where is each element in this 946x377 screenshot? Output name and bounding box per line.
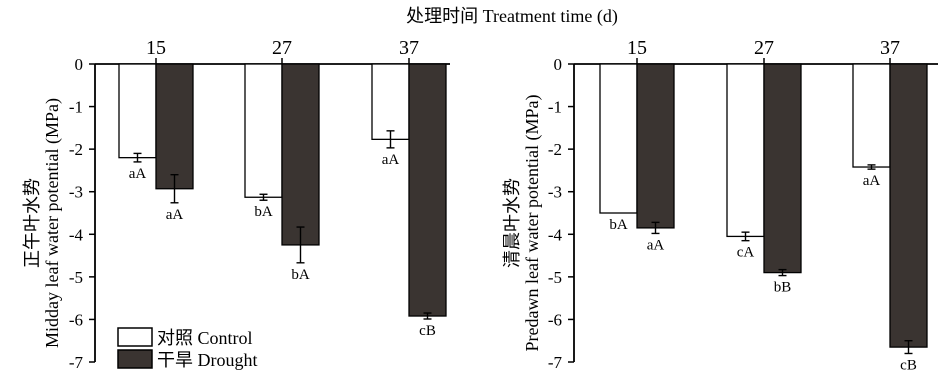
y-tick-label: -4 <box>69 225 84 244</box>
significance-label: cB <box>900 357 917 373</box>
x-tick-label: 15 <box>627 37 647 59</box>
y-axis-title-en: Midday leaf water potential (MPa) <box>42 98 63 348</box>
significance-label: aA <box>382 152 400 168</box>
panel-predawn: 0 -1 -2 -3 -4 -5 -6 -7 清晨叶水势 Predawn leaf water p… <box>502 37 938 373</box>
bar <box>599 63 638 214</box>
legend-swatch <box>117 327 153 347</box>
bar <box>636 63 675 229</box>
y-tick-label: -5 <box>69 268 83 287</box>
significance-label: bA <box>291 267 310 283</box>
bar <box>726 63 765 238</box>
y-tick-label: -6 <box>69 310 83 329</box>
bar <box>852 63 891 168</box>
y-tick-label: 0 <box>75 55 84 74</box>
y-axis-title-cn: 正午叶水势 <box>22 178 42 268</box>
y-tick-label: -3 <box>69 183 83 202</box>
y-tick-label: -5 <box>548 268 562 287</box>
bar <box>889 63 928 348</box>
y-tick-label: -3 <box>548 183 562 202</box>
significance-label: bA <box>254 204 273 220</box>
y-tick-label: -7 <box>69 353 84 372</box>
chart-title: 处理时间 Treatment time (d) <box>406 6 618 27</box>
y-tick-label: -2 <box>69 140 83 159</box>
panel-midday: 0 -1 -2 -3 -4 -5 -6 -7 正午叶水势 Midday leaf water po… <box>22 37 450 372</box>
bar <box>155 63 194 190</box>
y-tick-label: -4 <box>548 225 563 244</box>
significance-label: aA <box>863 173 881 189</box>
significance-label: bA <box>609 217 628 233</box>
y-tick-label: -7 <box>548 353 563 372</box>
y-axis-title-en: Predawn leaf water potential (MPa) <box>522 95 543 352</box>
bar <box>371 63 410 141</box>
bar <box>281 63 320 246</box>
y-tick-label: 0 <box>554 55 563 74</box>
significance-label: aA <box>166 207 184 223</box>
significance-label: bB <box>774 280 792 296</box>
significance-label: cB <box>419 323 436 339</box>
x-tick-label: 27 <box>754 37 774 59</box>
significance-label: cA <box>737 245 755 261</box>
significance-label: aA <box>129 166 147 182</box>
y-tick-label: -1 <box>69 98 83 117</box>
legend-swatch <box>117 349 153 369</box>
legend-label: 干旱 Drought <box>157 350 258 370</box>
bar <box>244 63 283 198</box>
x-tick-label: 37 <box>399 37 419 59</box>
x-tick-label: 37 <box>880 37 900 59</box>
bar <box>408 63 447 317</box>
bar <box>763 63 802 274</box>
legend-label: 对照 Control <box>157 328 253 348</box>
x-tick-label: 27 <box>272 37 292 59</box>
bar <box>118 63 157 159</box>
y-tick-label: -6 <box>548 310 562 329</box>
x-tick-label: 15 <box>146 37 166 59</box>
significance-label: aA <box>647 237 665 253</box>
y-axis-title-cn: 清晨叶水势 <box>502 178 522 268</box>
y-tick-label: -1 <box>548 98 562 117</box>
y-tick-label: -2 <box>548 140 562 159</box>
